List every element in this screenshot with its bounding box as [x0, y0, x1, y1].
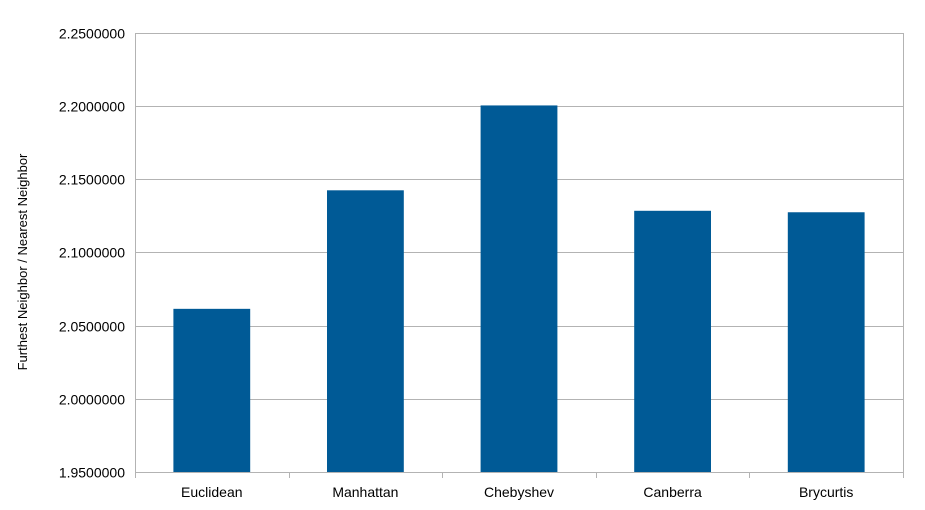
- x-tick-label: Chebyshev: [484, 484, 554, 500]
- y-tick-label: 2.0500000: [59, 319, 125, 335]
- bars: [173, 105, 865, 473]
- x-tick-label: Euclidean: [181, 484, 243, 500]
- bar-chebyshev: [480, 105, 558, 472]
- x-tick-label: Manhattan: [332, 484, 398, 500]
- y-tick-label: 2.0000000: [59, 392, 125, 408]
- bar-brycurtis: [787, 212, 865, 472]
- bar-euclidean: [173, 308, 251, 472]
- x-tick-labels: Euclidean Manhattan Chebyshev Canberra Brycu…: [181, 484, 853, 500]
- bar-manhattan: [327, 190, 404, 472]
- y-tick-label: 2.2000000: [59, 99, 125, 115]
- axes: [135, 33, 904, 478]
- y-tick-labels: 1.9500000 2.0000000 2.0500000 2.1000000 2.15…: [59, 26, 125, 481]
- bar-canberra: [634, 210, 711, 473]
- y-tick-label: 2.1000000: [59, 245, 125, 261]
- y-tick-label: 2.1500000: [59, 172, 125, 188]
- y-tick-label: 1.9500000: [59, 465, 125, 481]
- x-tick-label: Brycurtis: [799, 484, 853, 500]
- y-tick-label: 2.2500000: [59, 26, 125, 42]
- x-tick-label: Canberra: [643, 484, 702, 500]
- y-axis-title: Furthest Neighbor / Nearest Neighbor: [15, 153, 30, 370]
